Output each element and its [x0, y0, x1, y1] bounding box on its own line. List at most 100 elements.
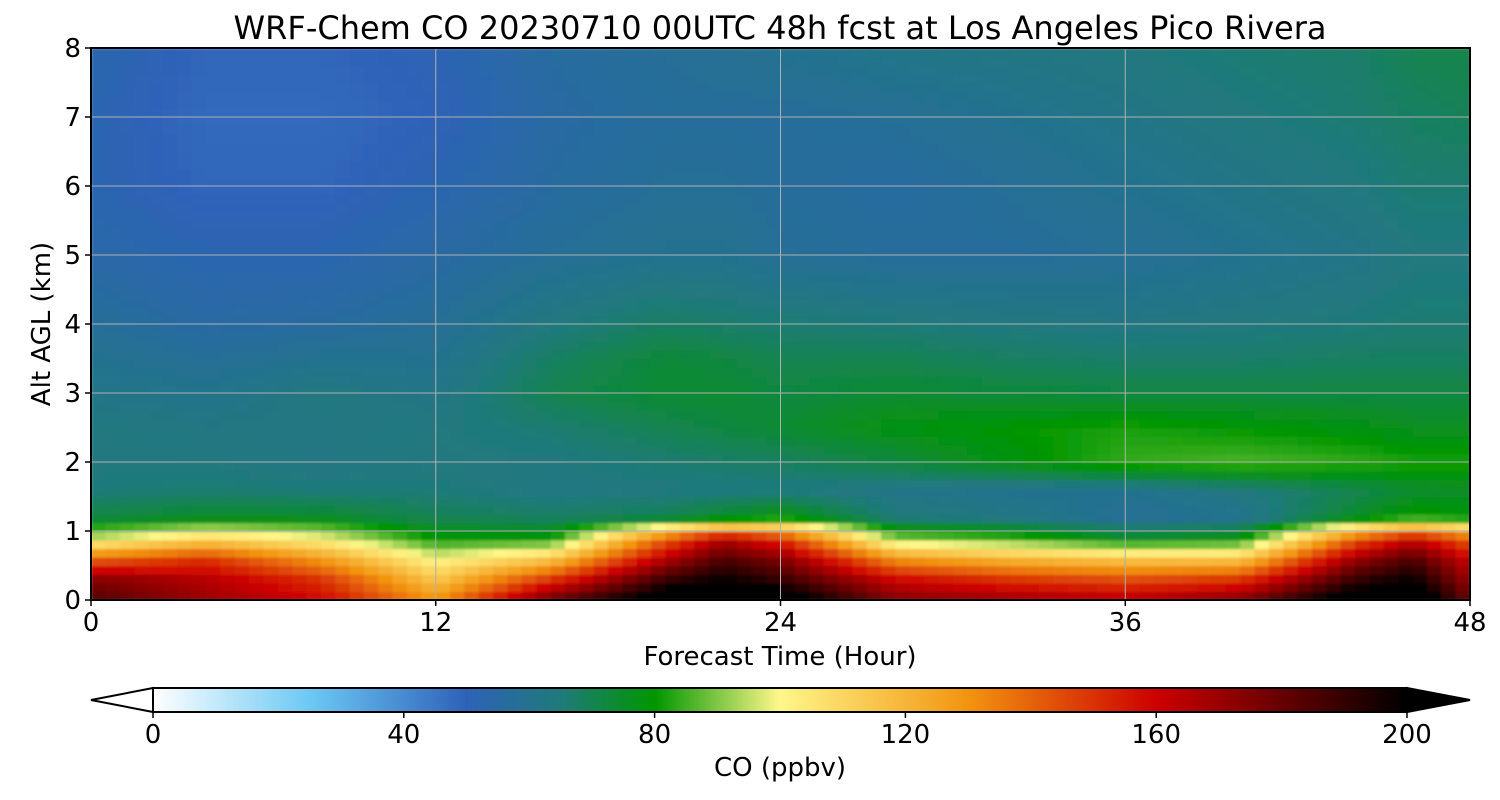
heatmap-cell — [622, 375, 638, 386]
heatmap-cell — [536, 565, 552, 575]
heatmap-cell — [766, 315, 782, 325]
heatmap-cell — [579, 56, 595, 67]
heatmap-cell — [1082, 194, 1098, 205]
heatmap-cell — [1010, 289, 1026, 299]
heatmap-cell — [435, 349, 451, 360]
heatmap-cell — [363, 531, 380, 541]
heatmap-cell — [1053, 255, 1069, 265]
heatmap-cell — [809, 531, 825, 541]
heatmap-cell — [119, 220, 135, 230]
heatmap-cell — [1082, 255, 1098, 265]
heatmap-cell — [852, 401, 868, 412]
heatmap-cell — [809, 263, 825, 274]
heatmap-cell — [622, 513, 638, 524]
heatmap-cell — [464, 393, 480, 403]
heatmap-cell — [794, 272, 811, 282]
heatmap-cell — [723, 211, 739, 222]
heatmap-cell — [392, 48, 408, 58]
heatmap-cell — [1010, 99, 1026, 110]
heatmap-cell — [766, 375, 782, 386]
heatmap-cell — [881, 470, 897, 481]
heatmap-cell — [134, 306, 150, 317]
heatmap-cell — [837, 531, 854, 541]
heatmap-cell — [450, 125, 466, 136]
heatmap-cell — [277, 332, 293, 343]
heatmap-cell — [464, 453, 480, 463]
heatmap-cell — [780, 470, 796, 481]
heatmap-cell — [277, 565, 293, 575]
heatmap-cell — [1182, 401, 1198, 412]
heatmap-cell — [249, 505, 265, 515]
heatmap-cell — [263, 565, 279, 575]
heatmap-cell — [177, 211, 193, 222]
heatmap-cell — [249, 211, 265, 222]
heatmap-cell — [205, 220, 222, 230]
heatmap-cell — [550, 522, 566, 532]
heatmap-cell — [852, 82, 868, 92]
heatmap-cell — [780, 237, 796, 248]
heatmap-cell — [407, 246, 423, 256]
heatmap-cell — [1182, 289, 1198, 299]
heatmap-cell — [1067, 565, 1083, 575]
heatmap-cell — [134, 82, 150, 92]
heatmap-cell — [162, 574, 178, 584]
heatmap-cell — [952, 194, 969, 205]
heatmap-cell — [148, 349, 164, 360]
heatmap-cell — [493, 522, 509, 532]
heatmap-cell — [205, 496, 222, 506]
heatmap-cell — [292, 487, 308, 498]
heatmap-cell — [148, 358, 164, 368]
heatmap-cell — [593, 591, 609, 600]
heatmap-cell — [1168, 539, 1184, 550]
heatmap-cell — [450, 168, 466, 179]
heatmap-cell — [608, 341, 624, 351]
heatmap-cell — [723, 565, 739, 575]
heatmap-cell — [952, 462, 969, 472]
heatmap-cell — [392, 142, 408, 153]
heatmap-cell — [995, 246, 1012, 256]
heatmap-cell — [737, 82, 753, 92]
heatmap-cell — [565, 531, 581, 541]
heatmap-cell — [665, 531, 681, 541]
heatmap-cell — [751, 531, 767, 541]
heatmap-cell — [737, 142, 753, 153]
heatmap-cell — [1067, 306, 1083, 317]
heatmap-cell — [148, 332, 164, 343]
heatmap-cell — [895, 220, 911, 230]
heatmap-cell — [536, 246, 552, 256]
heatmap-cell — [493, 237, 509, 248]
heatmap-cell — [91, 384, 107, 394]
heatmap-cell — [823, 582, 839, 593]
heatmap-cell — [895, 246, 911, 256]
heatmap-cell — [407, 513, 423, 524]
heatmap-cell — [148, 393, 164, 403]
heatmap-cell — [162, 522, 178, 532]
heatmap-cell — [924, 177, 940, 187]
heatmap-cell — [881, 65, 897, 75]
heatmap-cell — [1168, 436, 1184, 446]
heatmap-cell — [995, 99, 1012, 110]
heatmap-cell — [91, 177, 107, 187]
heatmap-cell — [679, 324, 696, 334]
heatmap-cell — [909, 531, 925, 541]
heatmap-cell — [1082, 341, 1098, 351]
heatmap-cell — [952, 289, 969, 299]
heatmap-cell — [1153, 436, 1170, 446]
heatmap-cell — [780, 349, 796, 360]
heatmap-cell — [234, 142, 250, 153]
heatmap-cell — [1053, 315, 1069, 325]
heatmap-cell — [694, 565, 710, 575]
heatmap-cell — [177, 99, 193, 110]
heatmap-cell — [205, 73, 222, 84]
heatmap-cell — [1053, 341, 1069, 351]
heatmap-cell — [651, 427, 667, 437]
heatmap-cell — [263, 341, 279, 351]
heatmap-cell — [565, 496, 581, 506]
heatmap-cell — [263, 470, 279, 481]
heatmap-cell — [622, 393, 638, 403]
heatmap-cell — [1168, 565, 1184, 575]
heatmap-cell — [464, 298, 480, 308]
heatmap-cell — [464, 48, 480, 58]
heatmap-cell — [392, 280, 408, 291]
heatmap-cell — [723, 82, 739, 92]
